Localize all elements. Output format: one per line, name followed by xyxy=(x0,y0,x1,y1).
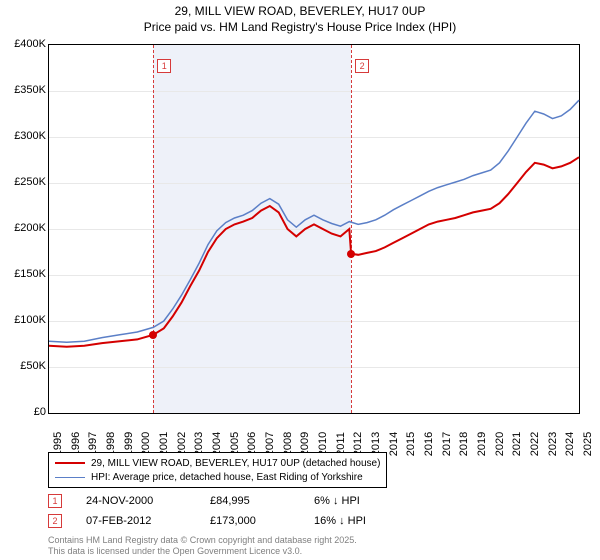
legend-swatch xyxy=(55,462,85,464)
sale-price-2: £173,000 xyxy=(210,515,290,527)
footer-line1: Contains HM Land Registry data © Crown c… xyxy=(48,535,357,546)
title-line2: Price paid vs. HM Land Registry's House … xyxy=(0,20,600,36)
xtick-label: 2016 xyxy=(423,432,435,456)
sale-row-2: 2 07-FEB-2012 £173,000 16% ↓ HPI xyxy=(48,514,414,528)
ytick-label: £300K xyxy=(14,130,46,142)
xtick-label: 2023 xyxy=(547,432,559,456)
xtick-label: 2014 xyxy=(388,432,400,456)
xtick-label: 2017 xyxy=(441,432,453,456)
ytick-label: £250K xyxy=(14,176,46,188)
xtick-label: 2024 xyxy=(564,432,576,456)
ytick-label: £50K xyxy=(20,360,46,372)
sale-price-1: £84,995 xyxy=(210,495,290,507)
legend-swatch xyxy=(55,477,85,478)
xtick-label: 2020 xyxy=(494,432,506,456)
ytick-label: £400K xyxy=(14,38,46,50)
footer-text: Contains HM Land Registry data © Crown c… xyxy=(48,535,357,557)
xtick-label: 2018 xyxy=(458,432,470,456)
sale-dot xyxy=(149,331,157,339)
sale-dot xyxy=(347,250,355,258)
xtick-label: 2022 xyxy=(529,432,541,456)
series-price_paid xyxy=(49,157,579,347)
footer-line2: This data is licensed under the Open Gov… xyxy=(48,546,357,557)
title-line1: 29, MILL VIEW ROAD, BEVERLEY, HU17 0UP xyxy=(0,4,600,20)
series-svg xyxy=(49,45,579,413)
xtick-label: 2025 xyxy=(582,432,594,456)
ytick-label: £150K xyxy=(14,268,46,280)
legend-box: 29, MILL VIEW ROAD, BEVERLEY, HU17 0UP (… xyxy=(48,452,387,488)
sale-delta-2: 16% ↓ HPI xyxy=(314,515,414,527)
sale-date-2: 07-FEB-2012 xyxy=(86,515,186,527)
sale-delta-1: 6% ↓ HPI xyxy=(314,495,414,507)
sale-row-1: 1 24-NOV-2000 £84,995 6% ↓ HPI xyxy=(48,494,414,508)
legend-row: 29, MILL VIEW ROAD, BEVERLEY, HU17 0UP (… xyxy=(55,456,380,470)
xtick-label: 2021 xyxy=(511,432,523,456)
legend-label: 29, MILL VIEW ROAD, BEVERLEY, HU17 0UP (… xyxy=(91,458,380,469)
sale-marker-2: 2 xyxy=(48,514,62,528)
ytick-label: £0 xyxy=(34,406,46,418)
ytick-label: £100K xyxy=(14,314,46,326)
plot-area: 12 xyxy=(48,44,580,414)
marker-box: 2 xyxy=(355,59,369,73)
xtick-label: 2015 xyxy=(405,432,417,456)
xtick-label: 2019 xyxy=(476,432,488,456)
sale-marker-1: 1 xyxy=(48,494,62,508)
marker-box: 1 xyxy=(157,59,171,73)
legend-row: HPI: Average price, detached house, East… xyxy=(55,470,380,484)
chart-container: 29, MILL VIEW ROAD, BEVERLEY, HU17 0UP P… xyxy=(0,0,600,560)
series-hpi xyxy=(49,100,579,342)
sale-date-1: 24-NOV-2000 xyxy=(86,495,186,507)
ytick-label: £350K xyxy=(14,84,46,96)
chart-title: 29, MILL VIEW ROAD, BEVERLEY, HU17 0UP P… xyxy=(0,0,600,35)
ytick-label: £200K xyxy=(14,222,46,234)
legend-label: HPI: Average price, detached house, East… xyxy=(91,472,363,483)
